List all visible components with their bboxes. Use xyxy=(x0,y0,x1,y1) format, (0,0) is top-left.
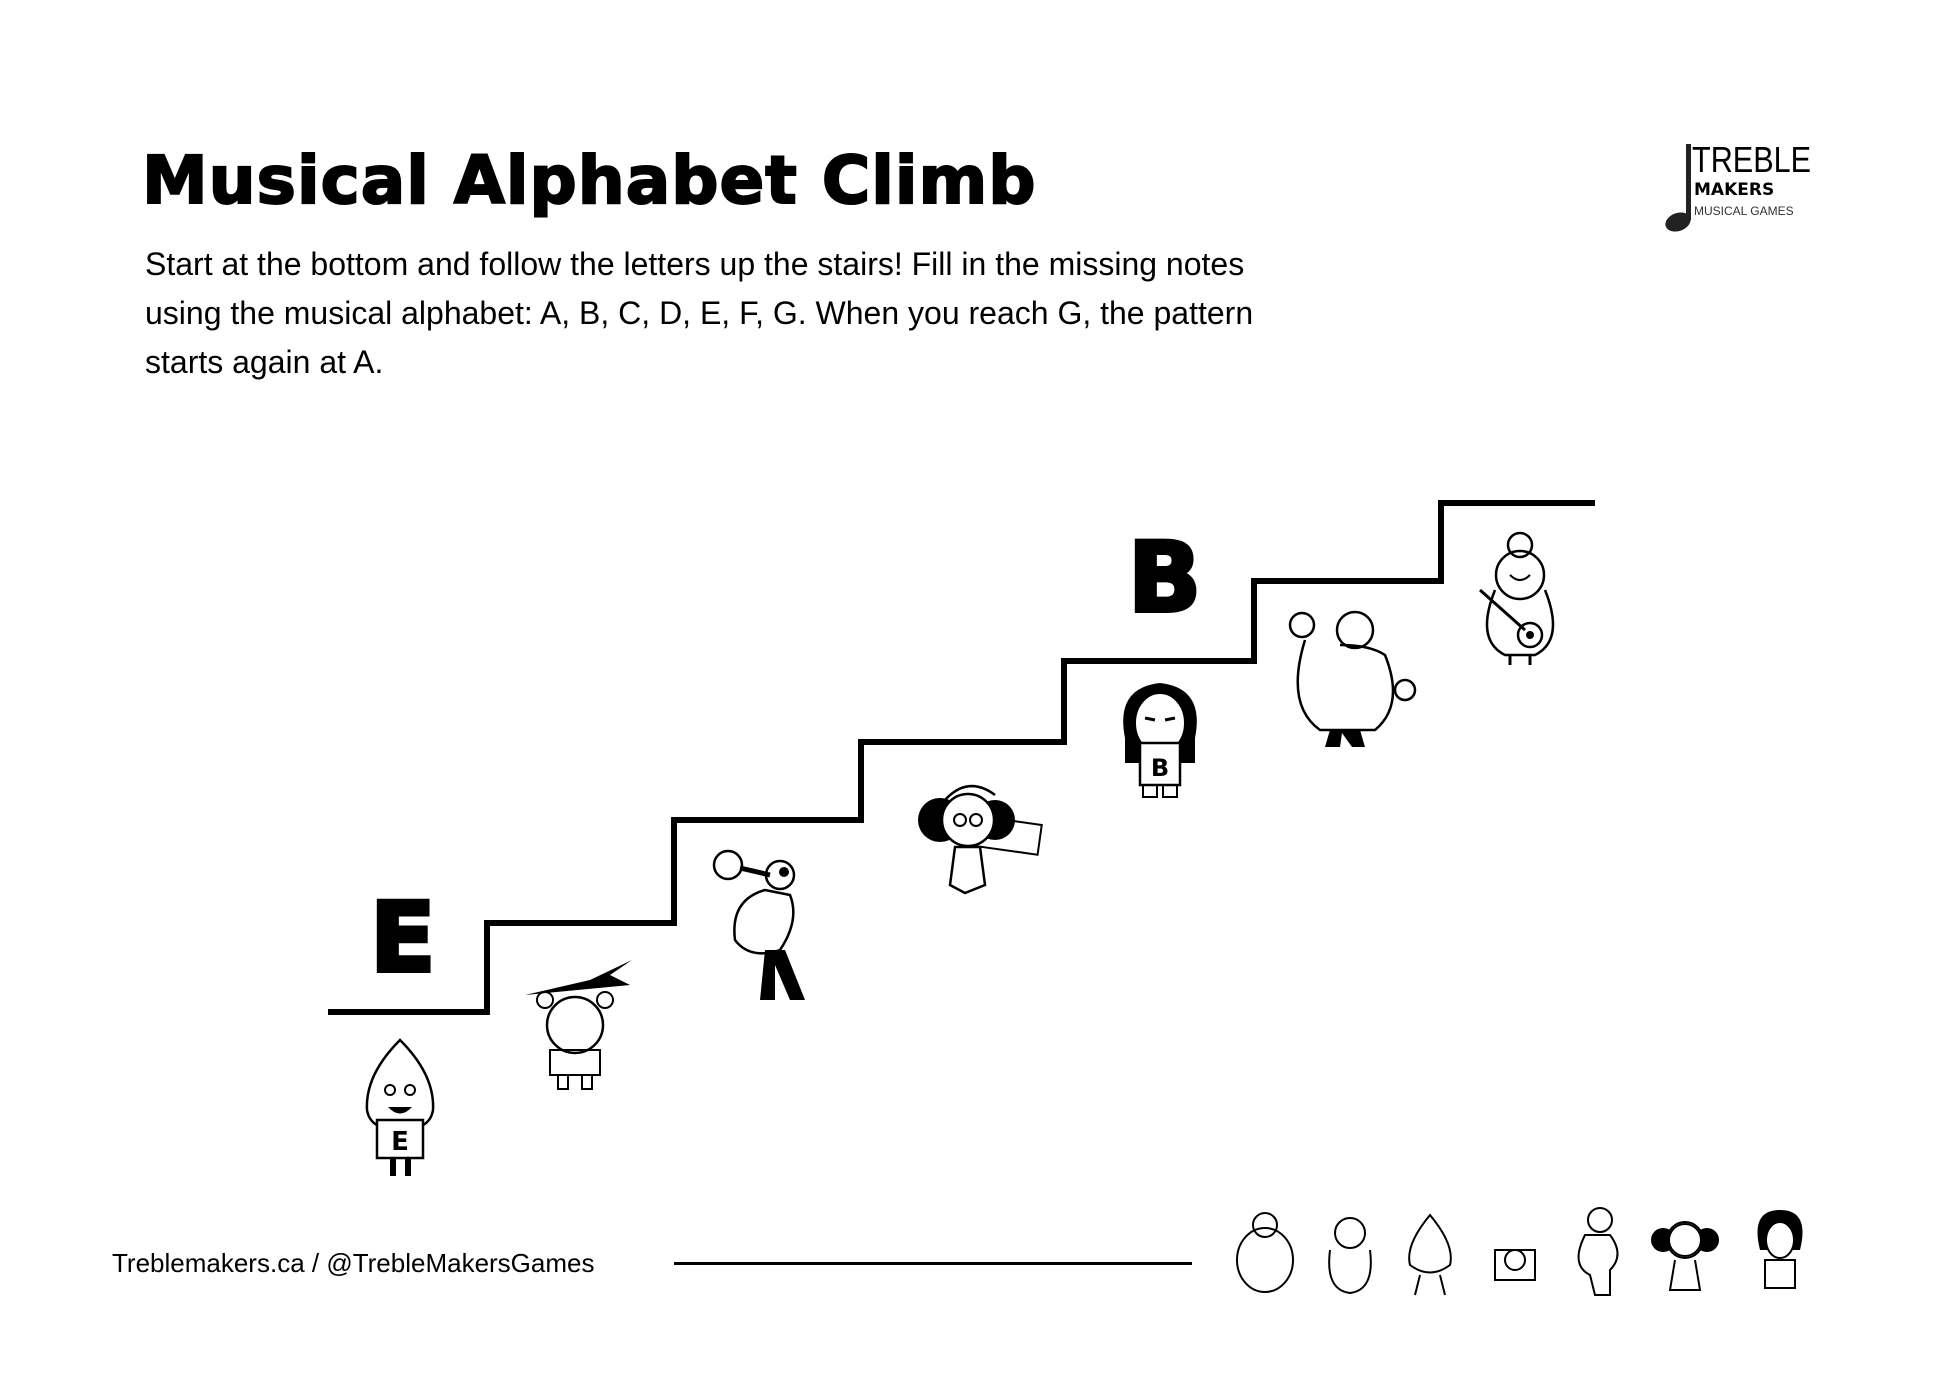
character-witch xyxy=(525,960,632,1090)
character-e-holder: E xyxy=(365,1038,435,1176)
character-b-holder: B xyxy=(1123,683,1197,798)
stair-line xyxy=(328,500,1595,1015)
footer-character-lineup xyxy=(1236,1207,1803,1296)
sign-letter-e: E xyxy=(391,1127,409,1157)
instructions: Start at the bottom and follow the lette… xyxy=(145,246,1254,380)
sign-letter-b: B xyxy=(1151,754,1169,782)
logo-line2: MAKERS xyxy=(1694,180,1775,200)
character-guitarist xyxy=(1479,531,1555,665)
page-title: Musical Alphabet Climb xyxy=(141,141,1037,220)
treblemakers-logo: TREBLE MAKERS MUSICAL GAMES xyxy=(1662,142,1822,234)
step-letter-e: E xyxy=(368,882,438,994)
logo-line3: MUSICAL GAMES xyxy=(1694,204,1794,218)
character-keyboardist xyxy=(918,785,1043,895)
logo-line1: TREBLE xyxy=(1692,139,1812,180)
footer-divider xyxy=(674,1262,1192,1265)
character-conductor xyxy=(1288,610,1417,747)
music-note-icon xyxy=(1665,144,1691,232)
step-letter-b: B xyxy=(1126,522,1203,634)
character-trumpet-player xyxy=(712,849,805,1000)
footer-credits: Treblemakers.ca / @TrebleMakersGames xyxy=(112,1248,595,1278)
